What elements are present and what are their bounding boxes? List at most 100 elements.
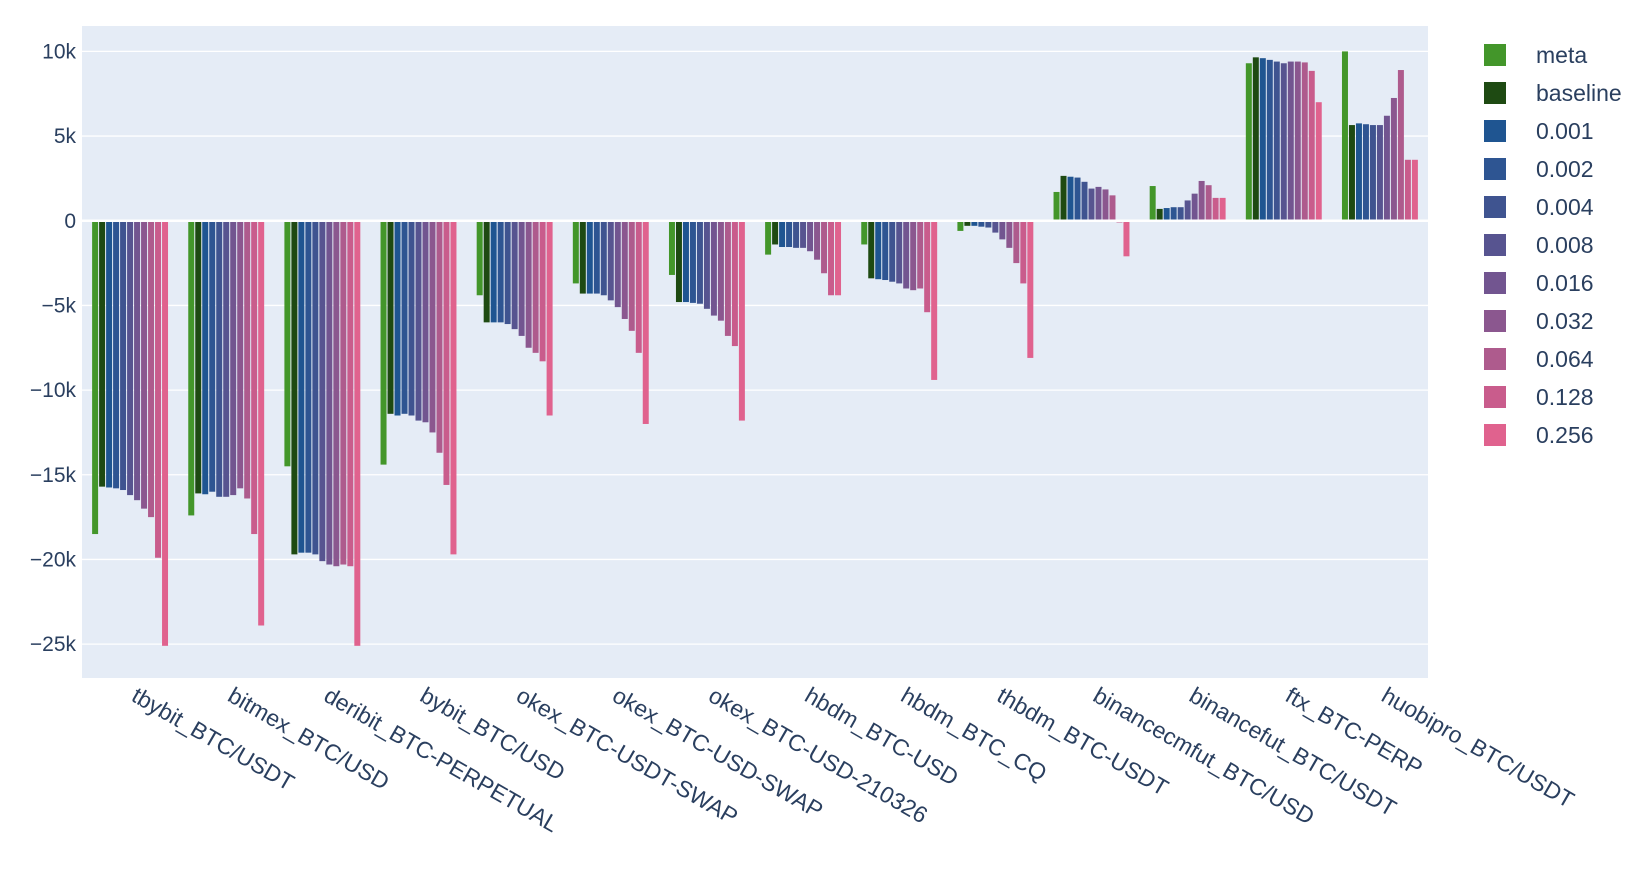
- bar: [868, 220, 875, 279]
- bar: [1252, 57, 1259, 221]
- bar: [689, 220, 696, 303]
- legend-swatch: [1484, 158, 1506, 180]
- series-0.004: [120, 61, 1376, 555]
- y-tick-label: −10k: [30, 379, 77, 402]
- bar: [1020, 220, 1027, 284]
- bar: [202, 220, 209, 495]
- legend-label: 0.016: [1536, 270, 1594, 296]
- bar: [807, 220, 814, 252]
- bar: [1390, 97, 1397, 221]
- legend-item[interactable]: 0.128: [1484, 384, 1594, 410]
- legend-item[interactable]: baseline: [1484, 80, 1622, 106]
- bar: [971, 220, 978, 226]
- bar: [621, 220, 628, 319]
- series-meta: [92, 51, 1348, 535]
- bar: [1212, 197, 1219, 221]
- bar: [600, 220, 607, 296]
- legend-swatch: [1484, 386, 1506, 408]
- bar: [668, 220, 675, 275]
- legend-label: 0.004: [1536, 194, 1594, 220]
- bar: [731, 220, 738, 347]
- bar: [113, 220, 120, 489]
- legend-item[interactable]: 0.001: [1484, 118, 1594, 144]
- legend-item[interactable]: 0.256: [1484, 422, 1594, 448]
- bar: [992, 220, 999, 233]
- bar: [1163, 208, 1170, 221]
- bar: [195, 220, 202, 494]
- bar: [1245, 63, 1252, 221]
- legend: meta baseline 0.001 0.002 0.004 0.008 0.016 0.0…: [1484, 42, 1622, 448]
- bar: [1060, 175, 1067, 221]
- legend-item[interactable]: 0.008: [1484, 232, 1594, 258]
- legend-swatch: [1484, 82, 1506, 104]
- bar: [127, 220, 134, 496]
- bar: [155, 220, 162, 558]
- legend-item[interactable]: 0.016: [1484, 270, 1594, 296]
- bar: [875, 220, 882, 280]
- bar: [497, 220, 504, 323]
- bar: [1170, 207, 1177, 221]
- bar: [835, 220, 842, 296]
- bar: [209, 220, 216, 492]
- bar: [814, 220, 821, 260]
- bar: [539, 220, 546, 362]
- bar: [134, 220, 141, 501]
- legend-label: 0.128: [1536, 384, 1594, 410]
- bar: [628, 220, 635, 331]
- bar: [793, 220, 800, 248]
- bar: [985, 220, 992, 228]
- bar: [333, 220, 340, 567]
- bar: [772, 220, 779, 245]
- bar: [1123, 220, 1130, 257]
- legend-item[interactable]: 0.004: [1484, 194, 1594, 220]
- y-tick-label: −5k: [42, 294, 77, 317]
- bar: [120, 220, 127, 491]
- legend-item[interactable]: meta: [1484, 42, 1587, 68]
- bar: [1067, 176, 1074, 221]
- bar: [518, 220, 525, 336]
- bar: [162, 220, 169, 646]
- bar: [1156, 208, 1163, 221]
- bar: [258, 220, 265, 626]
- bar: [251, 220, 258, 535]
- legend-swatch: [1484, 272, 1506, 294]
- legend-item[interactable]: 0.002: [1484, 156, 1594, 182]
- bar: [1397, 70, 1404, 221]
- bar: [696, 220, 703, 304]
- legend-swatch: [1484, 44, 1506, 66]
- bar: [1362, 124, 1369, 221]
- bar: [717, 220, 724, 321]
- legend-item[interactable]: 0.032: [1484, 308, 1594, 334]
- bar: [586, 220, 593, 294]
- bar: [99, 220, 106, 487]
- bar: [903, 220, 910, 289]
- bar: [978, 220, 985, 227]
- legend-swatch: [1484, 120, 1506, 142]
- bar: [931, 220, 938, 380]
- bar: [92, 220, 99, 535]
- bar: [1198, 180, 1205, 221]
- x-tick-label: bitmex_BTC/USD: [224, 682, 394, 795]
- legend-label: 0.064: [1536, 346, 1594, 372]
- bar: [347, 220, 354, 567]
- bar: [703, 220, 710, 309]
- bar: [450, 220, 457, 555]
- bar: [593, 220, 600, 294]
- series-0.016: [134, 61, 1390, 565]
- bar: [642, 220, 649, 424]
- legend-item[interactable]: 0.064: [1484, 346, 1594, 372]
- bar: [1383, 115, 1390, 221]
- bar: [710, 220, 717, 316]
- bar: [141, 220, 148, 509]
- bar: [106, 220, 113, 488]
- legend-label: 0.002: [1536, 156, 1594, 182]
- bar: [1013, 220, 1020, 264]
- bar: [436, 220, 443, 453]
- series-0.064: [148, 62, 1404, 565]
- bar: [1273, 61, 1280, 221]
- series-0.008: [127, 63, 1383, 562]
- bar: [546, 220, 553, 416]
- bar: [1191, 193, 1198, 221]
- series-baseline: [99, 57, 1355, 555]
